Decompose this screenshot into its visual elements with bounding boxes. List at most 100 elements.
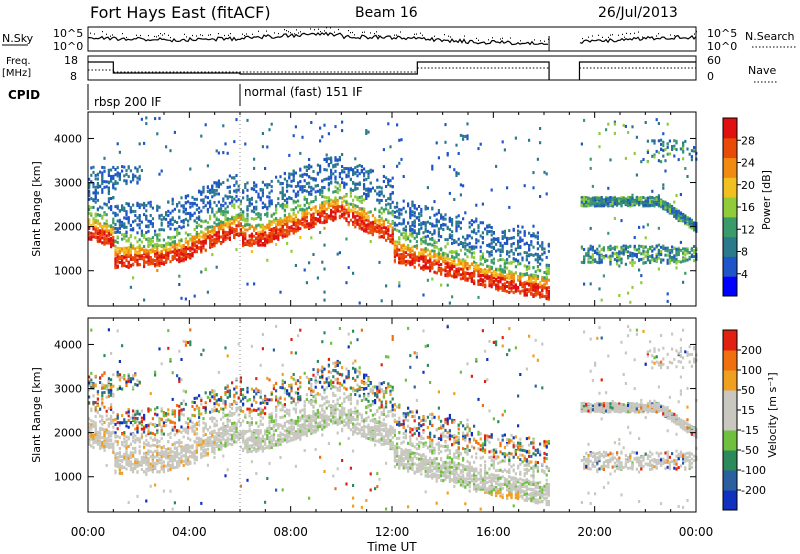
echo-cell — [354, 182, 357, 186]
echo-cell — [598, 250, 601, 254]
echo-cell — [257, 192, 260, 196]
echo-cell — [453, 168, 456, 172]
echo-cell — [382, 165, 385, 169]
echo-cell — [294, 125, 297, 129]
echo-cell — [580, 142, 583, 146]
echo-cell — [462, 268, 465, 271]
echo-cell — [283, 228, 286, 232]
echo-cell — [453, 272, 456, 276]
echo-cell — [121, 169, 124, 173]
echo-cell — [312, 221, 315, 225]
echo-cell — [165, 213, 168, 217]
echo-cell — [512, 286, 515, 290]
echo-cell — [165, 251, 168, 255]
echo-cell — [281, 189, 284, 193]
echo-cell — [288, 196, 291, 199]
echo-cell — [116, 171, 119, 175]
echo-cell — [140, 257, 143, 261]
echo-cell — [176, 258, 179, 262]
echo-cell — [110, 237, 113, 241]
echo-cell — [651, 249, 654, 253]
echo-cell — [378, 214, 381, 218]
echo-cell — [336, 206, 339, 210]
echo-cell — [125, 231, 128, 235]
echo-cell — [644, 261, 647, 265]
echo-cell — [495, 164, 498, 168]
echo-cell — [378, 231, 381, 235]
echo-cell — [202, 187, 205, 191]
echo-cell — [94, 225, 97, 229]
echo-cell — [400, 254, 403, 258]
echo-cell — [325, 160, 328, 163]
echo-cell — [580, 198, 583, 202]
echo-cell — [215, 149, 218, 153]
echo-cell — [435, 218, 438, 222]
echo-cell — [213, 244, 216, 248]
echo-cell — [627, 256, 630, 260]
echo-cell — [204, 234, 207, 238]
echo-cell — [462, 241, 465, 245]
echo-cell — [609, 257, 612, 261]
echo-cell — [404, 210, 407, 214]
echo-cell — [112, 220, 115, 224]
echo-cell — [143, 250, 146, 254]
echo-cell — [288, 184, 291, 188]
echo-cell — [345, 219, 348, 223]
echo-cell — [116, 240, 119, 244]
echo-cell — [587, 201, 590, 205]
echo-cell — [246, 212, 249, 216]
echo-cell — [398, 211, 401, 215]
echo-cell — [217, 235, 220, 239]
echo-cell — [154, 233, 157, 237]
echo-cell — [499, 264, 502, 268]
echo-cell — [255, 205, 258, 209]
echo-cell — [255, 212, 258, 216]
echo-cell — [239, 202, 242, 206]
echo-cell — [224, 223, 227, 227]
echo-cell — [391, 185, 394, 188]
echo-cell — [270, 230, 273, 234]
echo-cell — [457, 152, 460, 155]
echo-cell — [473, 282, 476, 286]
echo-cell — [154, 244, 157, 247]
echo-cell — [442, 217, 445, 221]
echo-cell — [114, 214, 117, 218]
echo-cell — [638, 196, 641, 200]
echo-cell — [204, 240, 207, 244]
echo-cell — [200, 240, 203, 244]
echo-cell — [118, 223, 121, 227]
echo-cell — [459, 273, 462, 277]
echo-cell — [303, 179, 306, 183]
echo-cell — [198, 234, 201, 238]
echo-cell — [365, 216, 368, 220]
echo-cell — [523, 242, 526, 246]
echo-cell — [462, 276, 465, 280]
echo-cell — [319, 168, 322, 172]
echo-cell — [583, 198, 586, 202]
echo-cell — [321, 206, 324, 210]
echo-cell — [176, 246, 179, 250]
echo-cell — [481, 281, 484, 284]
echo-cell — [387, 211, 390, 215]
echo-cell — [429, 237, 432, 241]
echo-cell — [92, 191, 95, 195]
echo-cell — [136, 231, 139, 235]
echo-cell — [213, 200, 216, 204]
echo-cell — [519, 236, 522, 240]
echo-cell — [404, 228, 407, 232]
echo-cell — [316, 209, 319, 213]
echo-cell — [297, 227, 300, 230]
echo-cell — [627, 131, 630, 134]
echo-cell — [310, 217, 313, 221]
echo-cell — [160, 257, 163, 261]
echo-cell — [629, 196, 632, 199]
echo-cell — [459, 221, 462, 225]
echo-cell — [519, 262, 522, 266]
echo-cell — [299, 236, 302, 239]
echo-cell — [413, 261, 416, 265]
echo-cell — [123, 216, 126, 220]
echo-cell — [431, 266, 434, 269]
echo-cell — [105, 203, 108, 207]
echo-cell — [334, 158, 337, 162]
echo-cell — [429, 250, 432, 254]
